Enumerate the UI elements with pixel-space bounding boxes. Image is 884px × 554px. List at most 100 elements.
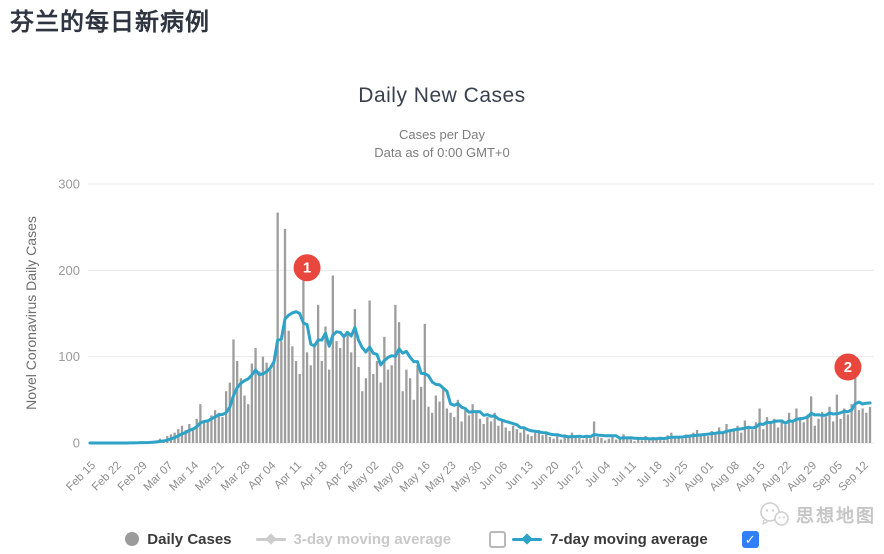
daily-cases-bar[interactable] [280,341,283,443]
daily-cases-bar[interactable] [408,378,412,443]
daily-cases-bar[interactable] [269,369,272,443]
daily-cases-bar[interactable] [486,417,489,443]
daily-cases-bar[interactable] [729,429,732,443]
daily-cases-bar[interactable] [419,386,423,443]
daily-cases-bar[interactable] [361,391,364,443]
daily-cases-bar[interactable] [519,432,522,443]
daily-cases-bar[interactable] [559,439,563,443]
daily-cases-bar[interactable] [699,435,702,443]
daily-cases-bar[interactable] [313,343,316,443]
daily-cases-bar[interactable] [213,410,217,443]
daily-cases-bar[interactable] [626,438,629,443]
daily-cases-bar[interactable] [743,420,747,443]
daily-cases-bar[interactable] [607,438,610,443]
daily-cases-bar[interactable] [850,404,853,443]
daily-cases-bar[interactable] [339,348,342,443]
daily-cases-bar[interactable] [453,417,456,443]
daily-cases-bar[interactable] [681,438,684,443]
daily-cases-bar[interactable] [633,441,636,443]
daily-cases-bar[interactable] [342,335,346,443]
daily-cases-bar[interactable] [434,395,437,443]
daily-cases-bar[interactable] [677,436,680,443]
daily-cases-bar[interactable] [736,425,739,443]
daily-cases-bar[interactable] [478,418,482,443]
daily-cases-bar[interactable] [857,410,861,443]
daily-cases-bar[interactable] [798,417,802,443]
daily-cases-bar[interactable] [637,437,640,443]
daily-cases-bar[interactable] [718,427,721,443]
daily-cases-bar[interactable] [802,422,805,443]
daily-cases-bar[interactable] [298,373,301,443]
daily-cases-bar[interactable] [567,437,570,443]
daily-cases-bar[interactable] [276,212,279,443]
daily-cases-bar[interactable] [813,425,816,443]
daily-cases-bar[interactable] [202,420,206,443]
daily-cases-bar[interactable] [316,304,320,443]
daily-cases-bar[interactable] [843,408,846,443]
daily-cases-bar[interactable] [548,436,552,443]
daily-cases-bar[interactable] [184,430,187,443]
daily-cases-bar[interactable] [500,421,504,443]
daily-cases-bar[interactable] [791,420,794,443]
daily-cases-bar[interactable] [217,412,220,443]
daily-cases-bar[interactable] [224,391,228,443]
daily-cases-bar[interactable] [773,418,776,443]
daily-cases-bar[interactable] [809,396,813,443]
3day-ma-checkbox[interactable] [489,530,507,548]
daily-cases-bar[interactable] [346,330,349,443]
daily-cases-bar[interactable] [287,330,290,443]
daily-cases-bar[interactable] [603,440,607,443]
daily-cases-bar[interactable] [191,427,195,443]
daily-cases-bar[interactable] [228,382,231,443]
daily-cases-bar[interactable] [427,406,430,443]
daily-cases-bar[interactable] [662,440,666,443]
daily-cases-bar[interactable] [592,421,596,443]
daily-cases-bar[interactable] [795,408,798,443]
daily-cases-bar[interactable] [291,346,294,443]
daily-cases-bar[interactable] [721,432,724,443]
daily-cases-bar[interactable] [828,406,831,443]
daily-cases-bar[interactable] [523,427,526,443]
daily-cases-bar[interactable] [442,389,445,443]
daily-cases-bar[interactable] [596,436,599,443]
daily-cases-bar[interactable] [787,412,791,443]
daily-cases-bar[interactable] [497,425,500,443]
daily-cases-bar[interactable] [585,435,588,443]
daily-cases-bar[interactable] [673,437,677,443]
daily-cases-bar[interactable] [600,437,603,443]
daily-cases-bar[interactable] [846,414,850,443]
daily-cases-bar[interactable] [405,369,408,443]
daily-cases-bar[interactable] [350,352,353,443]
daily-cases-bar[interactable] [493,412,496,443]
daily-cases-bar[interactable] [692,432,695,443]
daily-cases-bar[interactable] [659,437,662,443]
daily-cases-bar[interactable] [254,348,257,443]
daily-cases-bar[interactable] [456,399,460,443]
daily-cases-bar[interactable] [250,363,254,443]
daily-cases-bar[interactable] [762,429,765,443]
daily-cases-bar[interactable] [423,323,426,443]
daily-cases-bar[interactable] [394,304,397,443]
daily-cases-bar[interactable] [247,404,250,443]
daily-cases-bar[interactable] [784,424,787,443]
daily-cases-bar[interactable] [364,378,368,443]
daily-cases-bar[interactable] [335,341,338,443]
daily-cases-bar[interactable] [537,430,541,443]
daily-cases-bar[interactable] [294,360,298,443]
daily-cases-bar[interactable] [684,434,688,443]
daily-cases-bar[interactable] [765,417,769,443]
daily-cases-bar[interactable] [552,438,555,443]
daily-cases-bar[interactable] [824,417,827,443]
daily-cases-bar[interactable] [261,356,265,443]
daily-cases-bar[interactable] [614,439,618,443]
daily-cases-bar[interactable] [390,365,393,443]
daily-cases-bar[interactable] [328,369,331,443]
daily-cases-bar[interactable] [515,429,518,443]
daily-cases-bar[interactable] [467,415,471,443]
daily-cases-bar[interactable] [648,438,651,443]
daily-cases-bar[interactable] [375,360,379,443]
daily-cases-bar[interactable] [368,300,371,443]
daily-cases-bar[interactable] [780,421,783,443]
daily-cases-bar[interactable] [541,435,544,443]
daily-cases-bar[interactable] [195,418,198,443]
